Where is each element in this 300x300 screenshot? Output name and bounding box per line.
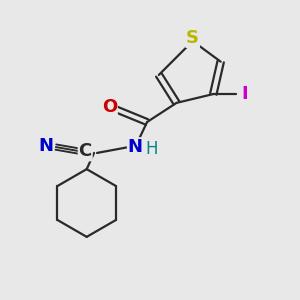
Text: H: H [145, 140, 158, 158]
Text: N: N [128, 138, 143, 156]
Text: I: I [241, 85, 247, 103]
Text: O: O [102, 98, 117, 116]
Text: C: C [79, 142, 92, 160]
Text: S: S [186, 29, 199, 47]
Text: N: N [39, 136, 54, 154]
